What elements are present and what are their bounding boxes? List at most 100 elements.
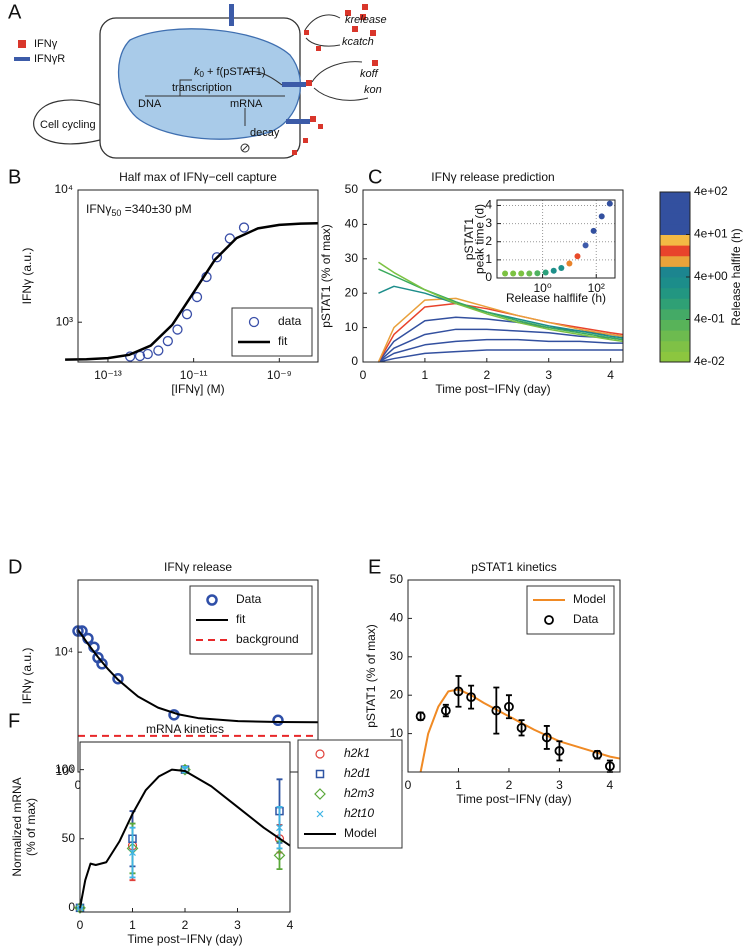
x-tick-label: 2: [506, 778, 513, 792]
y-tick-label: 4: [485, 198, 492, 212]
arrow: [145, 79, 285, 97]
colorbar-segment: [660, 298, 690, 310]
x-tick-label: 2: [483, 368, 490, 382]
colorbar-segment: [660, 308, 690, 320]
y-tick-label: 50: [62, 831, 76, 845]
annotation-sub: 50: [111, 208, 121, 218]
cell-cycling-label: Cell cycling: [40, 119, 96, 131]
marker: [592, 749, 603, 760]
y-tick-label: 40: [345, 217, 359, 231]
annotation-text: =340±30 pM: [121, 202, 191, 216]
point: [566, 260, 573, 267]
x-tick-label: 10⁻⁹: [267, 368, 292, 382]
y-axis-label: pSTAT1 (% of max): [364, 624, 378, 728]
y-tick-label: 20: [390, 687, 404, 701]
marker: [248, 316, 260, 328]
y-axis-label: peak time (d): [473, 204, 487, 274]
marker: [206, 594, 218, 606]
marker: [276, 824, 283, 832]
marker: [516, 722, 527, 733]
marker: [544, 615, 554, 625]
promoter: k0 + f(pSTAT1): [194, 66, 266, 79]
x-tick-label: 0: [77, 918, 84, 932]
x-tick-label: 3: [556, 778, 563, 792]
colorbar-segment: [660, 319, 690, 331]
y-tick-label: 100: [55, 762, 75, 776]
panel-label: E: [368, 556, 381, 578]
marker: [129, 849, 136, 856]
y-tick-label: 30: [345, 251, 359, 265]
marker: [541, 732, 552, 743]
x-axis-label: Time post−IFNγ (day): [456, 792, 571, 806]
promoter-sub: 0: [200, 70, 205, 79]
y-tick-label: 40: [390, 611, 404, 625]
ifng: [372, 60, 378, 66]
chart-title: pSTAT1 kinetics: [471, 560, 557, 574]
plot-border: [362, 189, 624, 363]
colorbar-segment: [660, 277, 690, 289]
arrow: [311, 61, 363, 83]
arrow: [244, 70, 283, 86]
legend-label: data: [278, 314, 302, 328]
colorbar-segment: [660, 234, 690, 246]
legend-label: fit: [236, 612, 246, 626]
colorbar-segment: [660, 245, 690, 257]
marker: [272, 714, 284, 727]
marker: [172, 324, 183, 335]
point: [606, 200, 613, 207]
panel-label: D: [8, 556, 22, 578]
chart-title: mRNA kinetics: [146, 722, 224, 736]
colorbar-segment: [660, 202, 690, 214]
ifng: [352, 26, 358, 32]
colorbar-segment: [660, 287, 690, 299]
marker: [224, 233, 235, 244]
ifng: [303, 138, 308, 143]
y-tick-label: 50: [390, 572, 404, 586]
ifng: [318, 124, 323, 129]
colorbar-segment: [660, 213, 690, 225]
x-tick-label: 0: [405, 778, 412, 792]
legend-label: IFNγ: [34, 38, 58, 50]
legend-label: h2d1: [344, 766, 371, 780]
marker: [273, 849, 286, 862]
x-tick-label: 10⁰: [533, 281, 551, 295]
receptor: [282, 82, 306, 87]
legend-box: [526, 585, 615, 635]
series-line: [377, 316, 624, 363]
y-axis-label: Normalized mRNA: [10, 777, 24, 876]
marker: [181, 309, 193, 320]
error-bar: [493, 686, 500, 735]
marker: [316, 810, 324, 818]
colorbar-label: Release halfife (h): [729, 228, 743, 325]
y-tick-label: 30: [390, 649, 404, 663]
marker: [491, 705, 502, 716]
y-tick-label: 0: [485, 270, 492, 284]
colorbar-tick-label: 4e-02: [694, 354, 725, 368]
legend-label: Data: [236, 592, 262, 606]
mrna-label: mRNA: [230, 98, 263, 110]
point: [598, 213, 605, 220]
x-axis-label: Release halflife (h): [506, 291, 606, 305]
ifng: [316, 46, 321, 51]
point: [574, 253, 581, 260]
x-tick-label: 0: [360, 368, 367, 382]
x-tick-label: 4: [607, 368, 614, 382]
diagram: IFNγ IFNγR krelease kcatch koff kon k0 +…: [14, 4, 387, 159]
error-bar: [556, 740, 563, 762]
y-tick-label: 0: [351, 354, 358, 368]
marker: [453, 686, 464, 697]
point: [582, 242, 589, 249]
series-line: [419, 688, 621, 773]
marker: [96, 658, 108, 670]
dna-label: DNA: [138, 98, 162, 110]
y-axis-label: IFNγ (a.u.): [20, 648, 34, 705]
panel-label: B: [8, 166, 21, 188]
legend-label: h2t10: [344, 806, 374, 820]
marker: [112, 672, 124, 685]
receptor: [229, 4, 234, 26]
inset-frame: [496, 199, 616, 279]
y-tick-label: 0: [68, 900, 75, 914]
marker: [179, 763, 191, 776]
point: [518, 270, 525, 277]
